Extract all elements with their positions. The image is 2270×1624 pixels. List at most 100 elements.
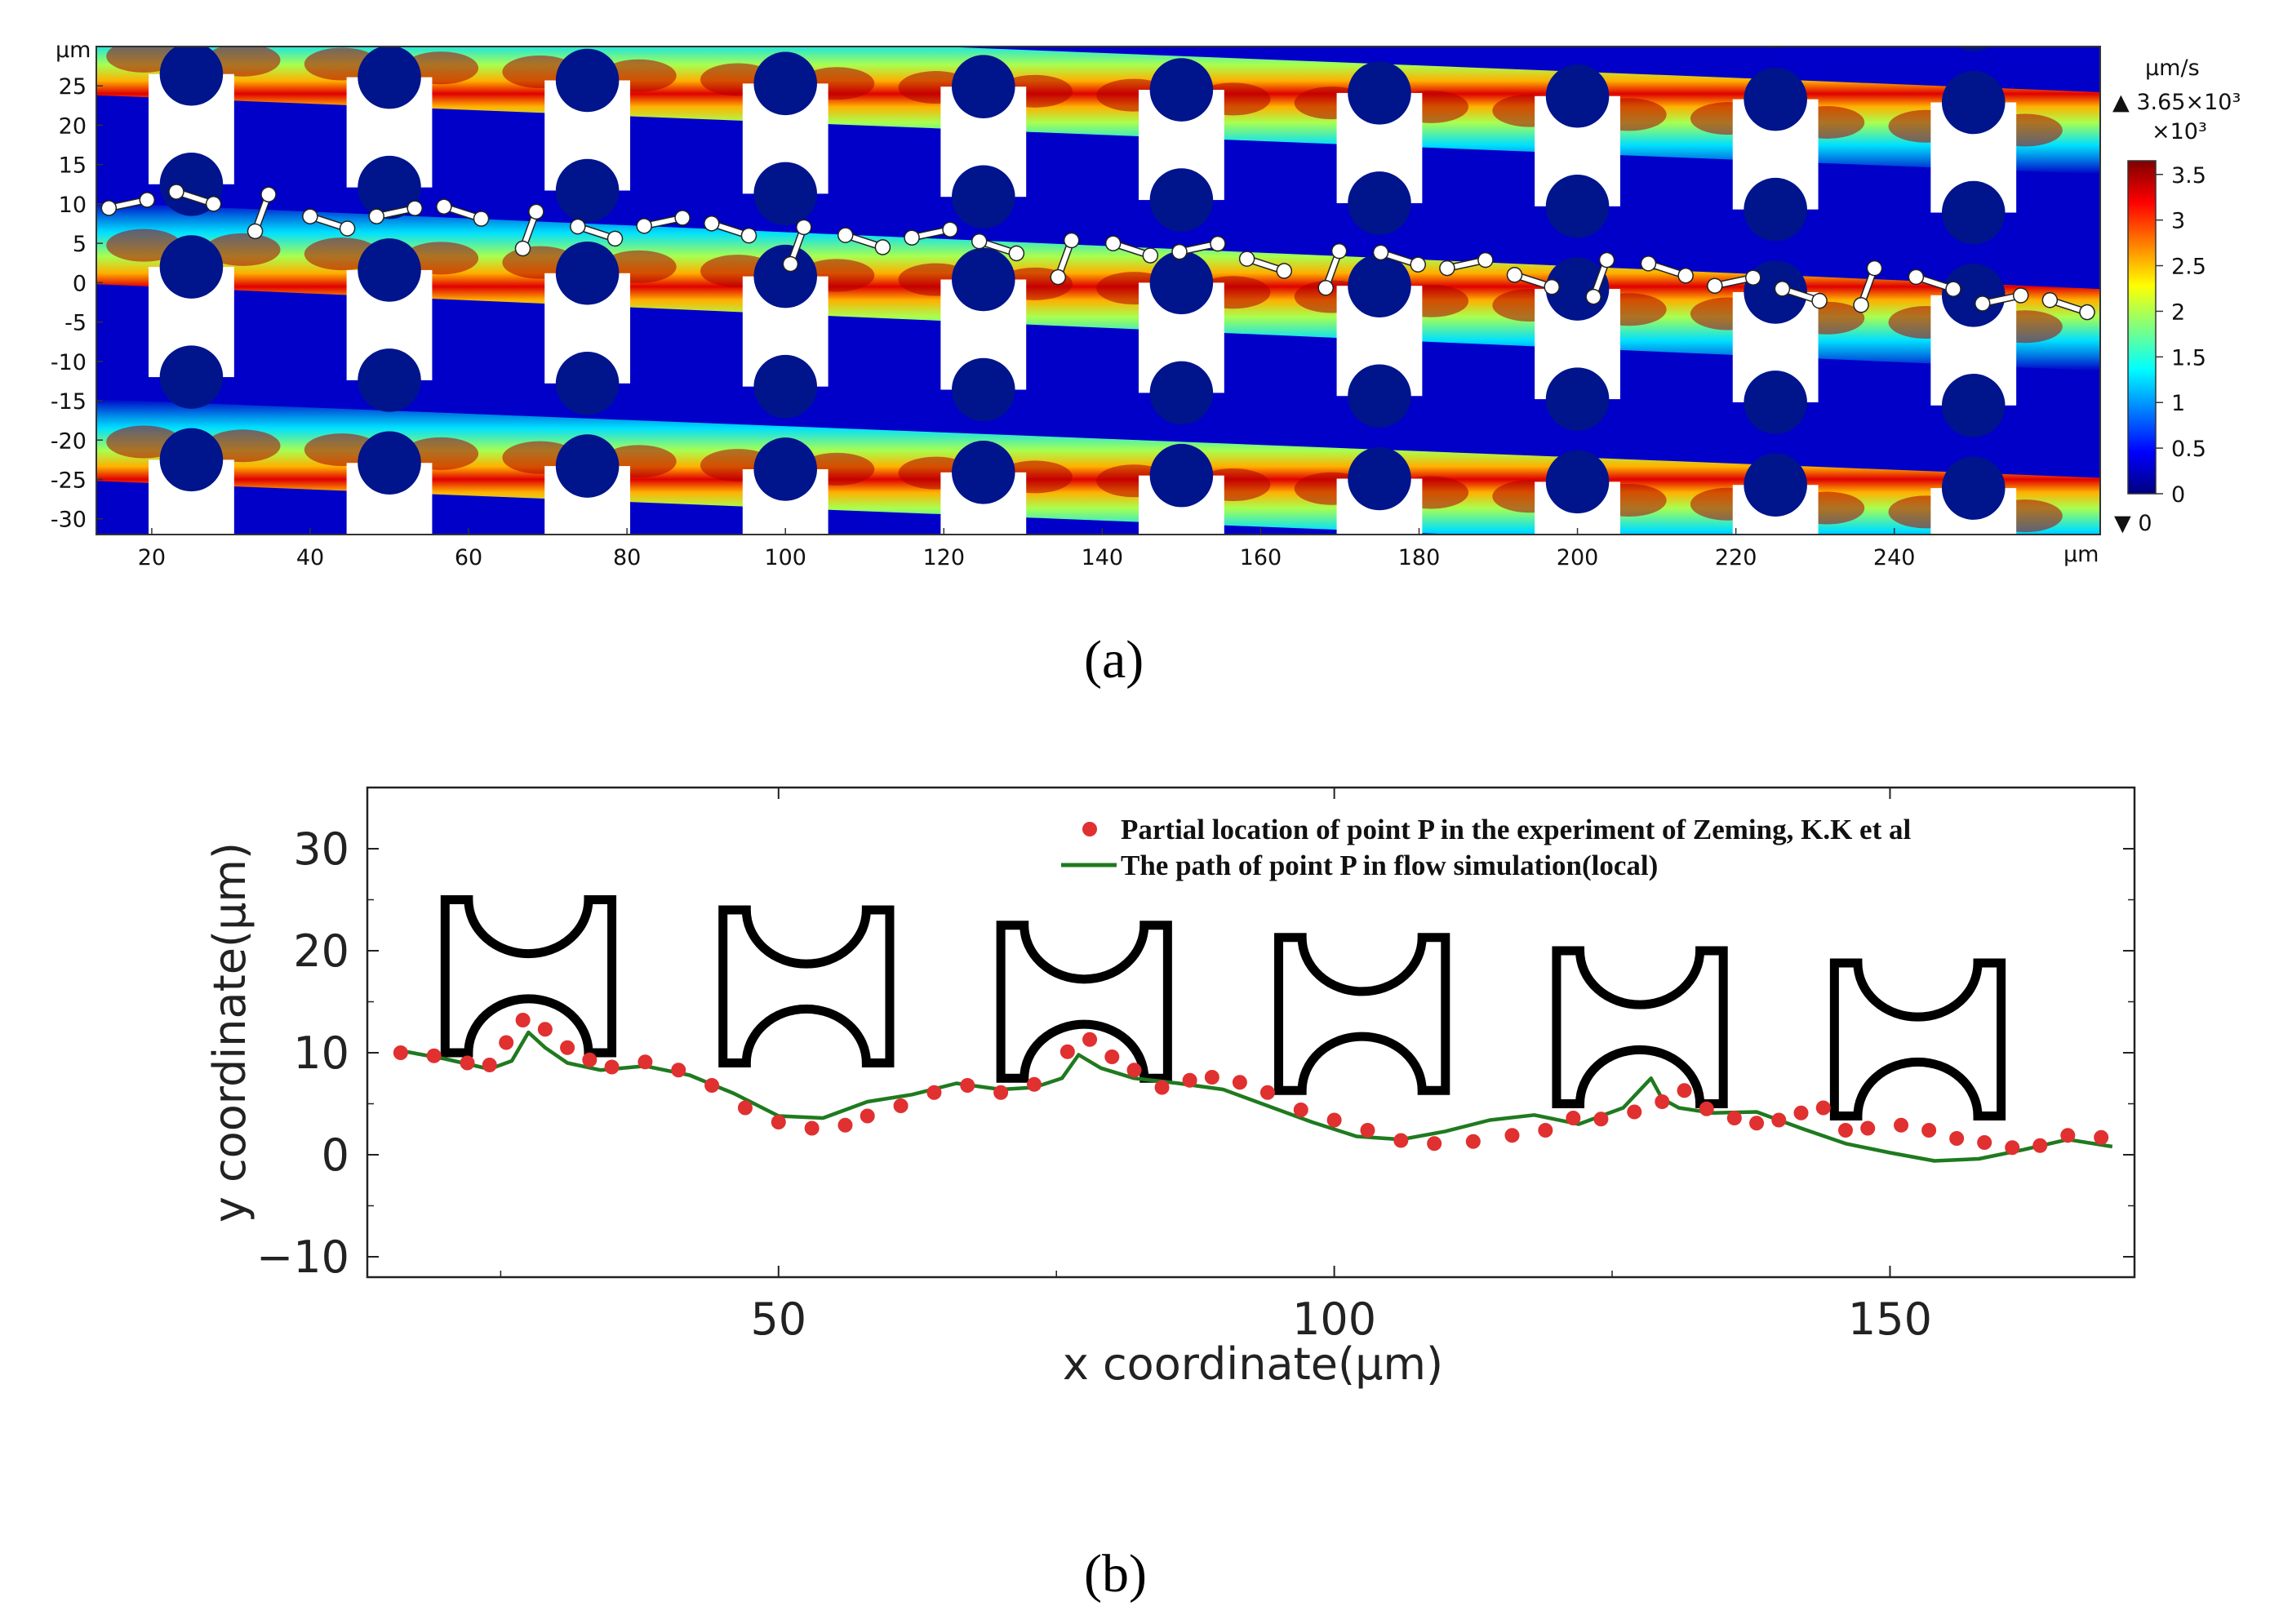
experiment-point: [1393, 1133, 1409, 1148]
particle-head: [100, 200, 118, 216]
pillar-top-4: [743, 0, 828, 33]
particle-snapshot: [904, 221, 958, 246]
pillar-top-2: [347, 0, 433, 26]
panel-b-label: (b): [1084, 1544, 1147, 1604]
pillar-notch-top: [159, 235, 224, 299]
pillar-bottom-7: [1336, 446, 1423, 535]
pillar-notch-top: [1348, 61, 1411, 125]
colorbar-tick-label: 0.5: [2171, 437, 2206, 462]
pillar-notch-bottom: [555, 352, 620, 415]
pillar-bottom-4: [742, 437, 828, 535]
experiment-point: [1860, 1120, 1876, 1136]
pillar-upper-4: [742, 51, 828, 226]
particle-head: [942, 221, 958, 237]
legend-marker-points: [1082, 822, 1097, 836]
particle-head: [971, 233, 988, 250]
pillar-body: [1733, 0, 1819, 16]
pillar-notch-bottom: [1744, 177, 1807, 242]
pillar-notch-top: [753, 244, 817, 308]
pillar-outline-3: [996, 921, 1172, 1083]
experiment-point: [1538, 1123, 1553, 1138]
particle-snapshot: [514, 203, 544, 257]
x-tick-label: 80: [613, 545, 641, 570]
pillar-notch-top: [1941, 456, 2006, 520]
particle-snapshot: [1853, 260, 1883, 313]
pillar-notch-bottom: [358, 348, 421, 412]
experiment-point: [1793, 1105, 1809, 1120]
pillar-upper-5: [940, 55, 1027, 229]
pillar-notch-bottom: [753, 0, 817, 33]
particle-snapshot: [1774, 281, 1828, 309]
experiment-point: [1949, 1131, 1965, 1146]
particle-snapshot: [368, 200, 423, 224]
y-tick-label: 15: [59, 153, 87, 179]
pillar-notch-top: [1545, 257, 1610, 321]
particle-snapshot: [570, 218, 624, 247]
particle-snapshot: [1104, 235, 1159, 264]
particle-head: [2041, 291, 2059, 308]
pillar-outline-6: [1829, 958, 2006, 1120]
experiment-point: [1655, 1094, 1670, 1109]
experiment-point: [515, 1013, 531, 1027]
particle-head: [1317, 279, 1334, 296]
pillar-notch-top: [1149, 58, 1214, 122]
pillar-notch-bottom: [555, 158, 620, 223]
particle-head: [606, 230, 624, 247]
particle-head: [1276, 263, 1293, 279]
x-tick-label: 140: [1082, 545, 1124, 570]
particle-snapshot: [1506, 267, 1560, 295]
particle-head: [674, 210, 691, 226]
experiment-point: [582, 1052, 597, 1067]
experiment-point: [1082, 1032, 1098, 1047]
x-tick-label: 50: [750, 1293, 806, 1345]
y-tick-label: -15: [51, 389, 87, 415]
pillar-notch-top: [753, 51, 817, 116]
particle-head: [1585, 288, 1601, 305]
particle-snapshot: [1050, 232, 1080, 286]
pillar-outline-4: [1274, 933, 1450, 1095]
pillar-outline-1: [440, 895, 617, 1058]
particle-head: [1008, 245, 1025, 262]
pillar-top-6: [1139, 0, 1224, 39]
particle-head: [339, 220, 356, 237]
pillar-body: [1139, 0, 1224, 7]
pillar-notch-bottom: [1150, 554, 1214, 618]
particle-head: [368, 208, 385, 224]
pillar-notch-top: [1941, 264, 2006, 327]
particle-head: [1104, 235, 1122, 251]
pillar-notch-bottom: [556, 0, 620, 29]
colorbar-tick-label: 1: [2171, 391, 2185, 416]
y-tick-label: 5: [73, 232, 87, 257]
pillar-top-3: [544, 0, 630, 29]
pillar-notch-top: [1744, 453, 1807, 517]
particle-head: [1050, 268, 1067, 286]
pillar-notch-bottom: [1545, 175, 1610, 238]
pillar-notch-top: [1545, 450, 1610, 514]
pillar-top-5: [940, 0, 1026, 36]
particle-head: [1372, 244, 1389, 261]
particle-snapshot: [1974, 287, 2029, 312]
pillar-notch-bottom: [1941, 180, 2006, 245]
particle-head: [1598, 251, 1615, 268]
pillar-notch-bottom: [952, 0, 1015, 36]
experiment-point: [1126, 1063, 1142, 1078]
pillar-top-8: [1535, 0, 1620, 45]
x-tick-label: 200: [1557, 545, 1599, 570]
pillar-bottom-9: [1732, 453, 1819, 535]
pillar-bottom-10: [1930, 456, 2017, 535]
colorbar-unit: μm/s: [2145, 55, 2200, 81]
colorbar-tick-label: 2: [2171, 300, 2185, 325]
particle-snapshot: [1238, 251, 1293, 279]
particle-snapshot: [1439, 251, 1494, 277]
experiment-point: [637, 1054, 653, 1070]
experiment-point: [804, 1120, 820, 1136]
experiment-point: [1837, 1123, 1853, 1138]
heatmap-y-unit: μm: [56, 38, 91, 63]
experiment-point: [537, 1022, 553, 1037]
particle-head: [1544, 278, 1560, 295]
particle-head: [1774, 281, 1791, 297]
y-tick-label: −10: [256, 1231, 349, 1283]
pillar-notch-bottom: [1348, 364, 1411, 428]
pillar-bottom-6: [1138, 443, 1224, 618]
